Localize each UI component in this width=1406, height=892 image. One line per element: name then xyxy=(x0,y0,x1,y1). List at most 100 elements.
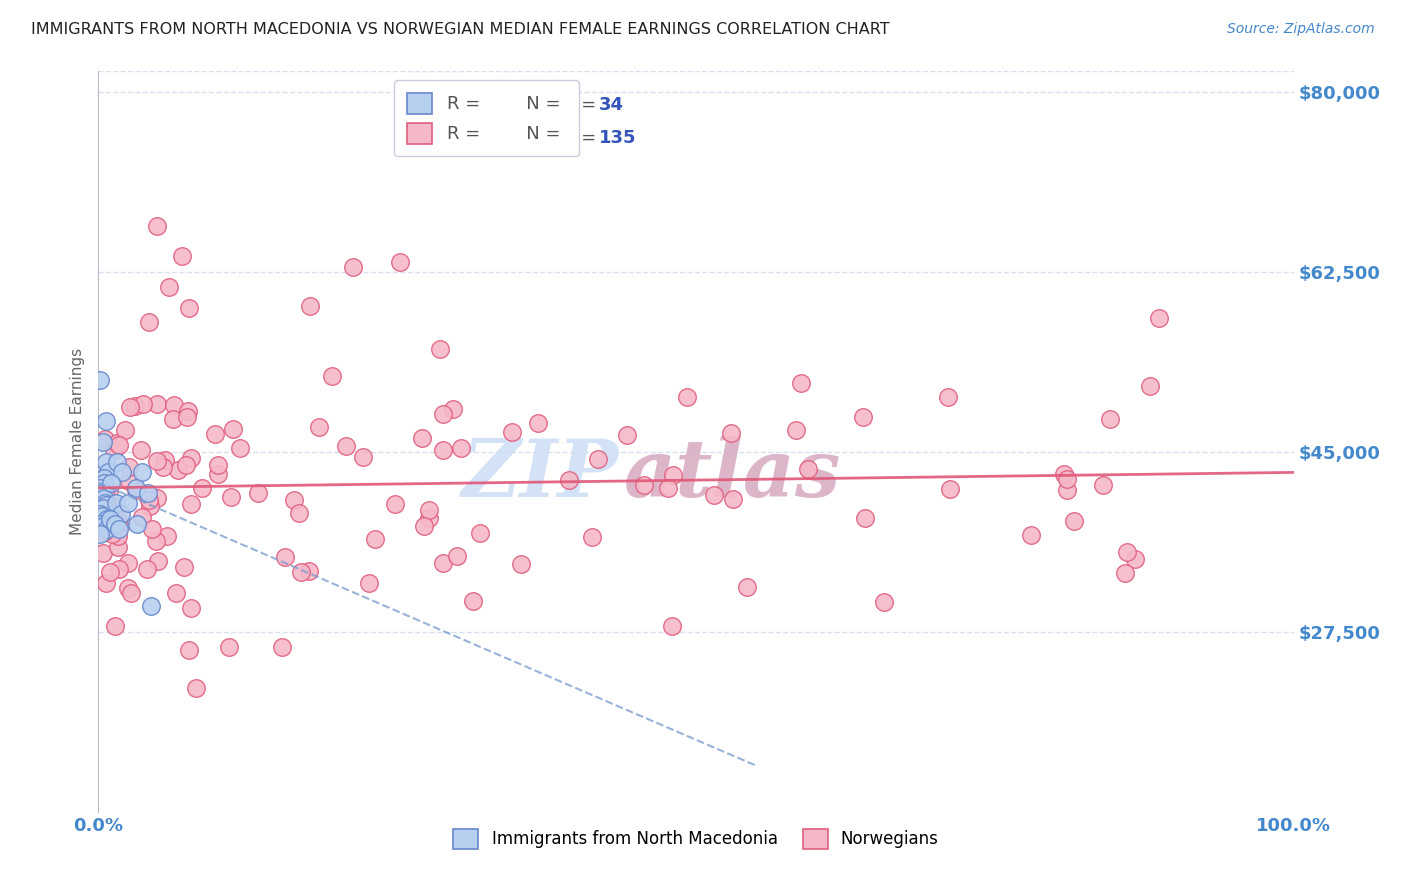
Point xyxy=(93,524,115,539)
Text: IMMIGRANTS FROM NORTH MACEDONIA VS NORWEGIAN MEDIAN FEMALE EARNINGS CORRELATION : IMMIGRANTS FROM NORTH MACEDONIA VS NORWE… xyxy=(31,22,890,37)
Point xyxy=(359,576,381,591)
Point xyxy=(110,466,132,480)
Point xyxy=(96,498,118,512)
Text: 135: 135 xyxy=(599,129,637,147)
Point xyxy=(852,410,875,425)
Point xyxy=(176,410,198,425)
Point xyxy=(138,315,160,329)
Point xyxy=(228,442,250,456)
Point xyxy=(146,554,169,568)
Point xyxy=(335,439,357,453)
Point xyxy=(1139,379,1161,393)
Point xyxy=(120,586,142,600)
Y-axis label: Median Female Earnings: Median Female Earnings xyxy=(70,348,86,535)
Point xyxy=(97,466,120,480)
Point xyxy=(141,599,163,613)
Point xyxy=(124,399,146,413)
Point xyxy=(89,373,111,387)
Point xyxy=(131,466,153,480)
Point xyxy=(1114,566,1136,580)
Point xyxy=(1123,552,1146,566)
Point xyxy=(110,507,132,521)
Point xyxy=(461,594,484,608)
Point xyxy=(785,423,807,437)
Point xyxy=(661,619,683,633)
Point xyxy=(117,556,139,570)
Point xyxy=(633,478,655,492)
Point xyxy=(853,511,876,525)
Point xyxy=(207,467,229,481)
Point xyxy=(105,435,128,450)
Legend: Immigrants from North Macedonia, Norwegians: Immigrants from North Macedonia, Norwegi… xyxy=(447,822,945,855)
Point xyxy=(191,481,214,495)
Point xyxy=(93,470,115,484)
Point xyxy=(117,496,139,510)
Point xyxy=(145,397,167,411)
Point xyxy=(100,475,122,490)
Point xyxy=(96,498,118,512)
Point xyxy=(104,500,127,514)
Point xyxy=(145,533,167,548)
Point xyxy=(89,507,111,521)
Point xyxy=(1063,514,1085,528)
Point xyxy=(720,426,742,441)
Point xyxy=(104,516,127,531)
Point xyxy=(90,486,112,500)
Point xyxy=(432,407,454,421)
Point xyxy=(796,462,818,476)
Point xyxy=(873,595,896,609)
Point xyxy=(616,428,638,442)
Point xyxy=(446,549,468,563)
Point xyxy=(98,565,121,579)
Point xyxy=(221,490,243,504)
Point xyxy=(91,508,114,523)
Point xyxy=(93,519,115,533)
Point xyxy=(418,511,440,525)
Point xyxy=(105,455,128,469)
Point xyxy=(104,619,127,633)
Point xyxy=(89,481,111,495)
Point xyxy=(308,420,330,434)
Point xyxy=(96,576,118,591)
Point xyxy=(167,463,190,477)
Point xyxy=(501,425,523,439)
Text: Source: ZipAtlas.com: Source: ZipAtlas.com xyxy=(1227,22,1375,37)
Point xyxy=(1147,310,1170,325)
Point xyxy=(146,219,169,233)
Point xyxy=(450,441,472,455)
Point xyxy=(352,450,374,464)
Point xyxy=(218,640,240,655)
Point xyxy=(247,486,270,500)
Point xyxy=(1099,412,1122,426)
Point xyxy=(138,492,160,507)
Point xyxy=(96,511,118,525)
Point xyxy=(101,526,124,541)
Point xyxy=(1056,472,1078,486)
Point xyxy=(90,516,112,531)
Point xyxy=(470,525,492,540)
Text: R =: R = xyxy=(446,129,478,147)
Point xyxy=(735,581,758,595)
Point xyxy=(180,450,202,465)
Point xyxy=(1056,483,1078,498)
Point xyxy=(418,503,440,517)
Point xyxy=(661,468,683,483)
Point xyxy=(141,522,163,536)
Point xyxy=(790,376,813,390)
Point xyxy=(177,404,200,418)
Point xyxy=(588,451,610,466)
Text: -0.191: -0.191 xyxy=(491,95,555,113)
Point xyxy=(132,397,155,411)
Point xyxy=(270,640,292,655)
Text: atlas: atlas xyxy=(624,436,842,514)
Point xyxy=(321,368,343,383)
Point xyxy=(298,565,321,579)
Point xyxy=(581,530,603,544)
Point xyxy=(273,550,295,565)
Text: R =: R = xyxy=(446,95,478,113)
Point xyxy=(91,546,114,560)
Point xyxy=(162,412,184,426)
Point xyxy=(156,529,179,543)
Point xyxy=(114,424,136,438)
Point xyxy=(364,532,387,546)
